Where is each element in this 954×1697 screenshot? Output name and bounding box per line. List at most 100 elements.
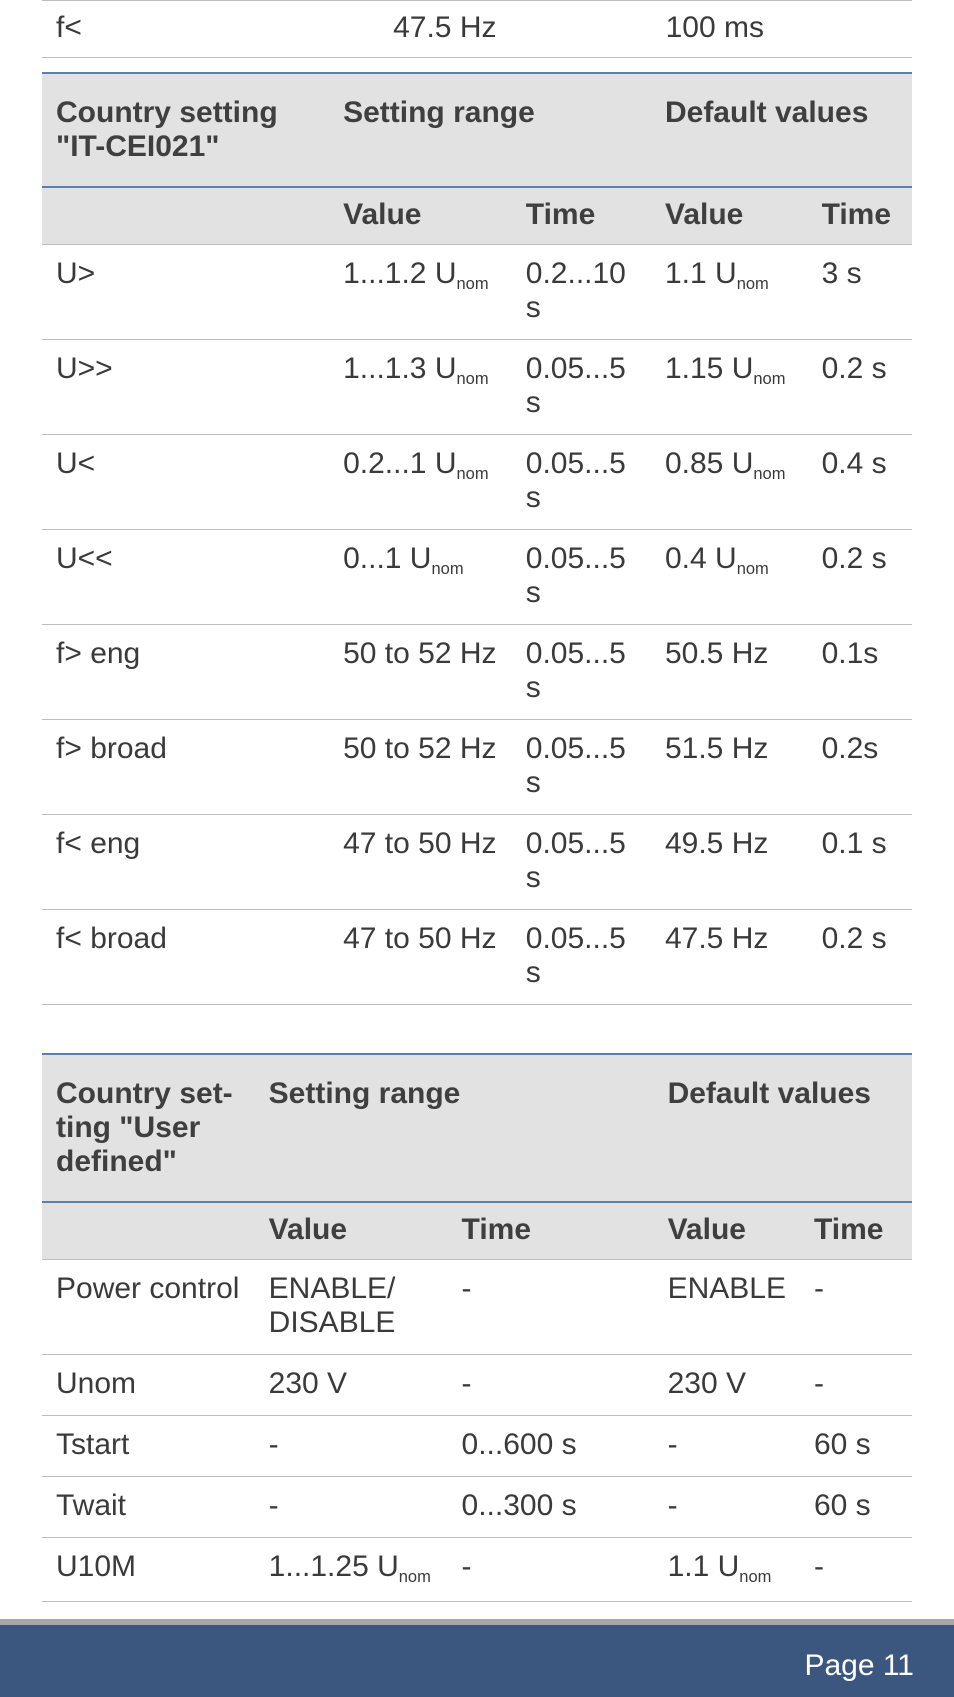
default-time-cell: 0.1 s <box>808 815 912 910</box>
table1-title-mid: Setting range <box>329 73 651 187</box>
table1-row: f< eng47 to 50 Hz0.05...5 s49.5 Hz0.1 s <box>42 815 912 910</box>
table2-row: Unom230 V-230 V- <box>42 1355 912 1416</box>
setting-value-cell: 50 to 52 Hz <box>329 625 512 720</box>
setting-value-cell: - <box>255 1416 448 1477</box>
table1-row: U>1...1.2 Unom0.2...10 s1.1 Unom3 s <box>42 245 912 340</box>
default-value-cell: 1.1 Unom <box>651 245 808 340</box>
table2-row: Power controlENABLE/DISABLE-ENABLE- <box>42 1260 912 1355</box>
default-time-cell: - <box>800 1355 912 1416</box>
default-value-cell: 230 V <box>654 1355 800 1416</box>
table1-row: U>>1...1.3 Unom0.05...5 s1.15 Unom0.2 s <box>42 340 912 435</box>
setting-value-cell: 1...1.25 Unom <box>255 1538 448 1602</box>
default-value-cell: 0.85 Unom <box>651 435 808 530</box>
setting-time-cell: 0...300 s <box>448 1477 654 1538</box>
setting-time-cell: 0.05...5 s <box>512 720 651 815</box>
setting-time-cell: 0.05...5 s <box>512 530 651 625</box>
setting-time-cell: 0.2...10 s <box>512 245 651 340</box>
default-time-cell: 60 s <box>800 1477 912 1538</box>
top-row-freq: 47.5 Hz <box>329 11 634 45</box>
default-value-cell: 47.5 Hz <box>651 910 808 1005</box>
setting-time-cell: 0.05...5 s <box>512 910 651 1005</box>
table1-sub-time2: Time <box>808 187 912 245</box>
default-time-cell: 0.1s <box>808 625 912 720</box>
table2-title-right: Default values <box>654 1054 912 1202</box>
table1-sub-value2: Value <box>651 187 808 245</box>
default-value-cell: 49.5 Hz <box>651 815 808 910</box>
table2-sub-value2: Value <box>654 1202 800 1260</box>
param-cell: U10M <box>42 1538 255 1602</box>
setting-value-cell: - <box>255 1477 448 1538</box>
param-cell: Power control <box>42 1260 255 1355</box>
param-cell: f< eng <box>42 815 329 910</box>
table2-sub-empty <box>42 1202 255 1260</box>
table2-sub-value1: Value <box>255 1202 448 1260</box>
table2-title-left: Country set-ting "Userdefined" <box>42 1054 255 1202</box>
table1-subheader-row: Value Time Value Time <box>42 187 912 245</box>
top-row-param: f< <box>42 11 329 45</box>
default-value-cell: 51.5 Hz <box>651 720 808 815</box>
setting-time-cell: 0.05...5 s <box>512 340 651 435</box>
table1-row: f> eng50 to 52 Hz0.05...5 s50.5 Hz0.1s <box>42 625 912 720</box>
default-time-cell: 0.2 s <box>808 910 912 1005</box>
default-time-cell: 0.2 s <box>808 340 912 435</box>
default-value-cell: ENABLE <box>654 1260 800 1355</box>
table2-title-mid: Setting range <box>255 1054 654 1202</box>
setting-value-cell: 1...1.2 Unom <box>329 245 512 340</box>
top-row: f< 47.5 Hz 100 ms <box>42 0 912 58</box>
table1-row: f< broad47 to 50 Hz0.05...5 s47.5 Hz0.2 … <box>42 910 912 1005</box>
setting-value-cell: 47 to 50 Hz <box>329 910 512 1005</box>
default-value-cell: 1.15 Unom <box>651 340 808 435</box>
table1-sub-empty <box>42 187 329 245</box>
table2-row: Twait-0...300 s-60 s <box>42 1477 912 1538</box>
setting-time-cell: - <box>448 1355 654 1416</box>
default-time-cell: - <box>800 1260 912 1355</box>
param-cell: U<< <box>42 530 329 625</box>
country-setting-user-table: Country set-ting "Userdefined" Setting r… <box>42 1053 912 1697</box>
param-cell: Twait <box>42 1477 255 1538</box>
param-cell: Unom <box>42 1355 255 1416</box>
setting-value-cell: 1...1.3 Unom <box>329 340 512 435</box>
table1-title-left: Country setting "IT-CEI021" <box>42 73 329 187</box>
param-cell: Tstart <box>42 1416 255 1477</box>
table2-subheader-row: Value Time Value Time <box>42 1202 912 1260</box>
top-row-time: 100 ms <box>634 11 912 45</box>
param-cell: U>> <box>42 340 329 435</box>
default-value-cell: 0.4 Unom <box>651 530 808 625</box>
default-time-cell: 0.2s <box>808 720 912 815</box>
default-time-cell: 3 s <box>808 245 912 340</box>
table1-title-right: Default values <box>651 73 912 187</box>
setting-value-cell: ENABLE/DISABLE <box>255 1260 448 1355</box>
setting-value-cell: 47 to 50 Hz <box>329 815 512 910</box>
param-cell: f> eng <box>42 625 329 720</box>
setting-time-cell: 0.05...5 s <box>512 625 651 720</box>
setting-value-cell: 50 to 52 Hz <box>329 720 512 815</box>
setting-time-cell: - <box>448 1260 654 1355</box>
table1-header-row: Country setting "IT-CEI021" Setting rang… <box>42 73 912 187</box>
table1-row: U<<0...1 Unom0.05...5 s0.4 Unom0.2 s <box>42 530 912 625</box>
param-cell: f> broad <box>42 720 329 815</box>
page-number: Page 11 <box>804 1649 914 1683</box>
table2-row: Tstart-0...600 s-60 s <box>42 1416 912 1477</box>
setting-time-cell: - <box>448 1538 654 1602</box>
country-setting-it-table: Country setting "IT-CEI021" Setting rang… <box>42 72 912 1005</box>
param-cell: U> <box>42 245 329 340</box>
default-time-cell: - <box>800 1538 912 1602</box>
setting-time-cell: 0...600 s <box>448 1416 654 1477</box>
default-time-cell: 0.4 s <box>808 435 912 530</box>
param-cell: U< <box>42 435 329 530</box>
setting-value-cell: 0.2...1 Unom <box>329 435 512 530</box>
table2-header-row: Country set-ting "Userdefined" Setting r… <box>42 1054 912 1202</box>
default-value-cell: 50.5 Hz <box>651 625 808 720</box>
table2-row: U10M1...1.25 Unom-1.1 Unom- <box>42 1538 912 1602</box>
page-footer: Page 11 <box>0 1625 954 1697</box>
default-time-cell: 60 s <box>800 1416 912 1477</box>
default-value-cell: - <box>654 1416 800 1477</box>
table1-sub-time1: Time <box>512 187 651 245</box>
default-value-cell: 1.1 Unom <box>654 1538 800 1602</box>
setting-time-cell: 0.05...5 s <box>512 435 651 530</box>
default-time-cell: 0.2 s <box>808 530 912 625</box>
setting-value-cell: 0...1 Unom <box>329 530 512 625</box>
setting-time-cell: 0.05...5 s <box>512 815 651 910</box>
table1-sub-value1: Value <box>329 187 512 245</box>
param-cell: f< broad <box>42 910 329 1005</box>
